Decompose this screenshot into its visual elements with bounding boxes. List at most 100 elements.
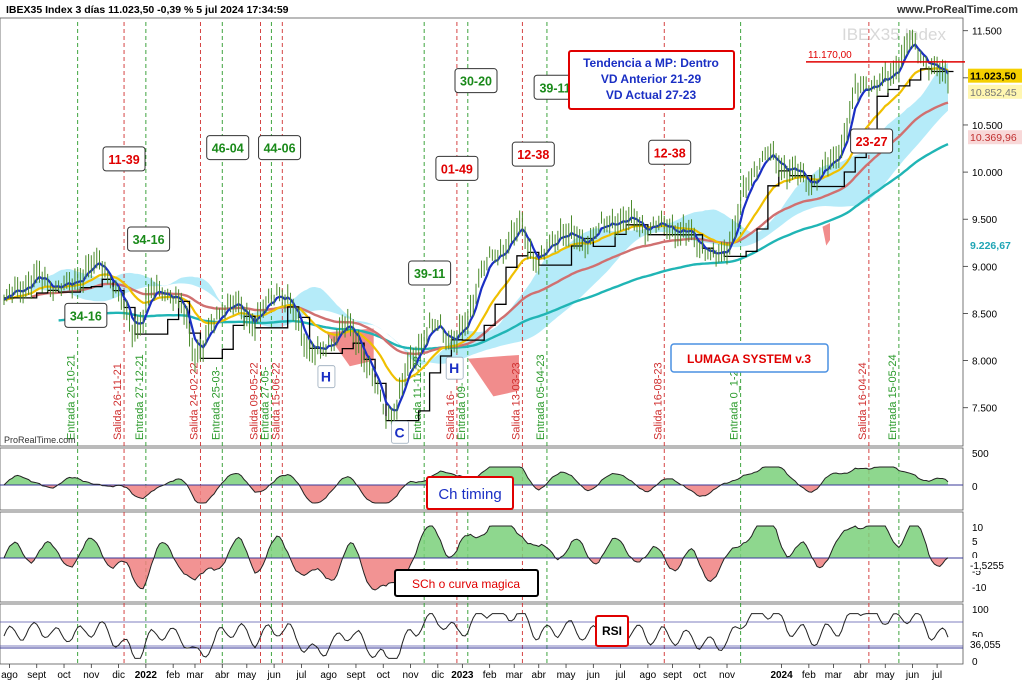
ind-value-bg-1: [968, 558, 1022, 571]
price-tick-7: 8.000: [972, 357, 997, 368]
ma-blue-line: [3, 43, 949, 412]
entry-label-0: Entrada 20-10-21: [66, 354, 78, 440]
x-tick-17: 2023: [451, 670, 474, 681]
ind-value-bg-2: [968, 637, 1022, 650]
count-text-1: 11-39: [108, 153, 139, 167]
x-tick-27: nov: [719, 670, 735, 681]
exit-label-1: Salida 26-11-21: [112, 363, 124, 440]
ind-tick-1-3: -5: [972, 567, 981, 578]
price-tick-4: 9.500: [972, 215, 997, 226]
exit-label-11: Salida 13-03-23: [510, 362, 522, 440]
x-tick-30: mar: [825, 670, 843, 681]
x-tick-34: jul: [931, 670, 942, 681]
x-tick-22: jun: [586, 670, 600, 681]
count-text-6: 01-49: [441, 162, 473, 176]
entry-label-12: Entrada 05-04-23: [535, 354, 547, 440]
price-bars: [3, 29, 949, 429]
ma-black-line: [4, 68, 954, 422]
info-line-1: Tendencia a MP: Dentro: [583, 56, 719, 70]
x-tick-11: jul: [295, 670, 306, 681]
count-text-2: 34-16: [133, 233, 165, 247]
ind-tick-1-1: 5: [972, 537, 978, 548]
x-tick-12: ago: [320, 670, 337, 681]
x-tick-14: oct: [377, 670, 391, 681]
count-box-11: [850, 128, 894, 154]
signal-lines: Entrada 20-10-21 Salida 26-11-21 Entrada 2…: [66, 22, 900, 664]
sch-panel: [0, 511, 964, 603]
ind-tick-1-4: -10: [972, 583, 987, 594]
price-label-0: 11.023,50: [970, 71, 1016, 83]
info-line-2: VD Anterior 21-29: [601, 72, 702, 86]
price-label-bg-1: [968, 84, 1022, 99]
cloud-red-patch-2: [822, 222, 830, 246]
count-box-10: [648, 139, 692, 165]
count-box-4: [258, 135, 302, 161]
cloud-red-patch-1: [467, 354, 519, 397]
entry-label-2: Entrada 27-12-21: [134, 354, 146, 440]
count-text-0: 34-16: [70, 309, 102, 323]
count-text-7: 30-20: [460, 75, 492, 89]
price-label-3: 9.226,67: [970, 240, 1011, 252]
trend-info-box: Tendencia a MP: Dentro VD Anterior 21-29…: [568, 50, 735, 110]
x-tick-3: nov: [83, 670, 99, 681]
ind-value-2: 36,055: [970, 640, 1001, 651]
price-label-bg-2: [968, 130, 1022, 145]
chart-title: IBEX35 Index 3 días 11.023,50 -0,39 % 5 …: [6, 4, 289, 16]
count-text-11: 23-27: [856, 135, 888, 149]
price-label-2: 10.369,96: [970, 132, 1017, 144]
count-box-5: [408, 260, 452, 286]
count-box-1: [102, 146, 146, 172]
ma-red-line: [30, 101, 949, 356]
ind-line-2: [3, 613, 949, 659]
price-axis: 11.50011.00010.50010.0009.5009.0008.5008…: [806, 27, 1022, 415]
count-text-3: 46-04: [212, 142, 244, 156]
ind-pos-area-1: [4, 526, 948, 558]
x-tick-9: may: [237, 670, 256, 681]
exit-label-9: Salida 16-: [445, 390, 457, 440]
ind-tick-2-1: 50: [972, 631, 984, 642]
price-label-1: 10.852,45: [970, 87, 1017, 99]
x-tick-10: jun: [266, 670, 280, 681]
count-box-7: [454, 68, 498, 94]
ch-timing-label: Ch timing: [438, 486, 501, 503]
pattern-label-1: C: [395, 424, 405, 440]
sch-label-box: SCh o curva magica: [394, 569, 539, 597]
count-box-0: [64, 302, 108, 328]
rsi-label-box: RSI: [595, 615, 629, 647]
count-text-5: 39-11: [414, 267, 445, 281]
x-tick-31: abr: [853, 670, 868, 681]
ind-tick-2-0: 100: [972, 605, 989, 616]
rsi-panel: [0, 603, 964, 665]
x-tick-32: may: [876, 670, 895, 681]
ma-yellow-line: [3, 67, 949, 383]
site-label: www.ProRealTime.com: [896, 4, 1018, 16]
x-tick-26: oct: [693, 670, 707, 681]
entry-label-6: Entrada 27-05-: [259, 366, 271, 440]
x-tick-23: jul: [615, 670, 626, 681]
count-box-8: [511, 141, 555, 167]
time-axis: ago sept oct nov dic 2022 feb mar abr may jun jul ag…: [1, 664, 942, 681]
pattern-box-2: [445, 356, 464, 380]
pattern-box-1: [391, 420, 410, 444]
annotations: 34-16 11-39 34-16 46-04 44-06 39-11 01-49 30-20…: [64, 68, 894, 444]
info-line-3: VD Actual 27-23: [606, 88, 697, 102]
x-tick-16: dic: [431, 670, 444, 681]
count-text-10: 12-38: [654, 146, 686, 160]
exit-label-15: Salida 16-04-24: [857, 362, 869, 440]
moving-averages: [3, 43, 954, 422]
system-label-box: LUMAGA SYSTEM v.3: [670, 343, 829, 373]
x-tick-7: mar: [186, 670, 204, 681]
x-tick-20: abr: [532, 670, 547, 681]
x-tick-18: feb: [483, 670, 497, 681]
exit-label-5: Salida 09-05-22: [248, 362, 260, 440]
ind-tick-0-0: 500: [972, 449, 989, 460]
x-tick-1: sept: [27, 670, 46, 681]
price-label-bg-3: [968, 237, 1022, 252]
pattern-box-0: [317, 365, 336, 389]
entry-label-14: Entrada 0_1-23: [729, 364, 741, 440]
count-box-2: [127, 226, 171, 252]
x-tick-19: mar: [506, 670, 524, 681]
ind-neg-area-1: [4, 558, 948, 590]
ind-neg-area-0: [4, 485, 948, 503]
x-tick-29: feb: [802, 670, 816, 681]
